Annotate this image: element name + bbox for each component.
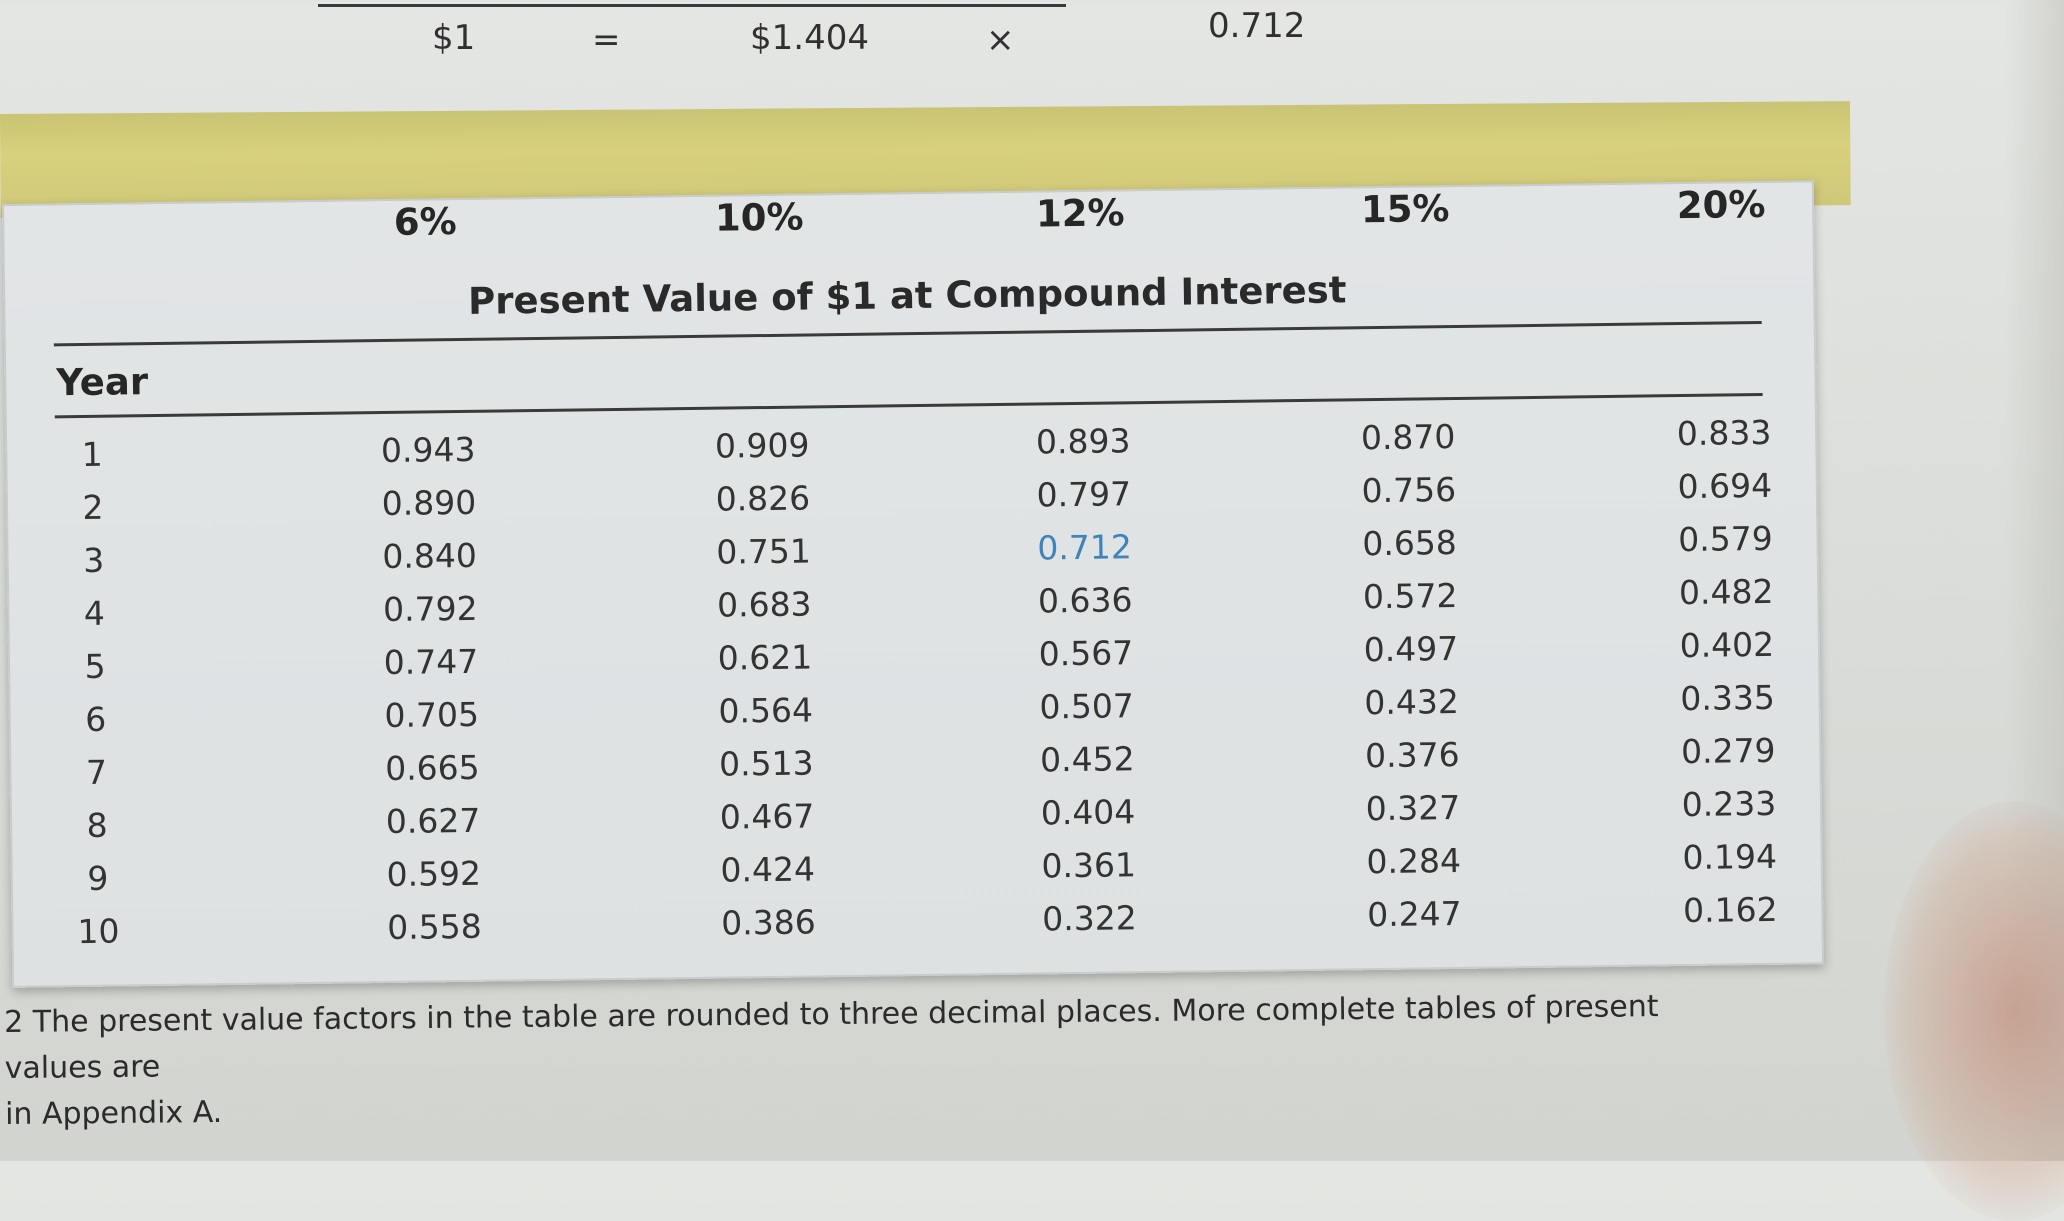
equation-times-sign: × — [986, 20, 1015, 60]
value-cell: 0.361 — [1041, 845, 1137, 886]
header-20-percent: 20% — [1676, 182, 1766, 228]
footnote-line-1: 2 The present value factors in the table… — [4, 989, 1659, 1086]
value-cell: 0.683 — [716, 584, 812, 625]
value-cell: 0.279 — [1680, 730, 1776, 772]
value-cell: 0.564 — [718, 690, 814, 731]
value-cell: 0.636 — [1037, 580, 1133, 621]
year-cell: 6 — [84, 699, 107, 739]
value-cell: 0.665 — [384, 747, 480, 789]
value-cell: 0.558 — [386, 906, 482, 948]
year-cell: 5 — [84, 646, 106, 686]
highlighted-value-cell: 0.712 — [1037, 527, 1133, 568]
year-cell: 3 — [82, 540, 105, 580]
value-cell: 0.404 — [1040, 792, 1136, 833]
equation-line: $1 = $1.404 × 0.712 — [0, 6, 2064, 74]
value-cell: 0.507 — [1039, 686, 1135, 727]
value-cell: 0.247 — [1366, 893, 1462, 935]
equation-equals-sign: = — [592, 20, 621, 60]
value-cell: 0.592 — [386, 853, 482, 895]
value-cell: 0.621 — [717, 637, 813, 678]
year-cell: 7 — [85, 752, 108, 792]
hand-shadow — [1884, 801, 2064, 1221]
header-rule — [54, 392, 1763, 419]
value-cell: 0.943 — [380, 429, 476, 471]
value-cell: 0.424 — [720, 849, 816, 890]
year-cell: 10 — [77, 911, 120, 952]
year-cell: 9 — [87, 858, 109, 898]
value-cell: 0.579 — [1678, 518, 1774, 560]
value-cell: 0.747 — [383, 641, 479, 683]
value-cell: 0.826 — [715, 478, 811, 519]
value-cell: 0.694 — [1677, 465, 1773, 507]
equation-factor: 0.712 — [1208, 6, 1306, 46]
value-cell: 0.792 — [382, 588, 478, 630]
value-cell: 0.870 — [1360, 416, 1456, 458]
equation-future-value: $1.404 — [750, 18, 869, 58]
value-cell: 0.890 — [381, 482, 477, 524]
value-cell: 0.893 — [1035, 421, 1131, 462]
value-cell: 0.751 — [716, 531, 812, 572]
equation-present-value: $1 — [432, 18, 476, 58]
equation-rule — [318, 4, 1066, 7]
value-cell: 0.705 — [384, 694, 480, 736]
value-cell: 0.327 — [1365, 787, 1461, 829]
year-cell: 4 — [83, 593, 106, 633]
value-cell: 0.386 — [720, 902, 816, 943]
header-year: Year — [56, 360, 149, 405]
value-cell: 0.909 — [714, 425, 810, 466]
header-6-percent: 6% — [393, 200, 457, 244]
value-cell: 0.452 — [1039, 739, 1135, 780]
value-cell: 0.756 — [1361, 469, 1457, 511]
year-cell: 8 — [86, 805, 108, 845]
value-cell: 0.840 — [382, 535, 478, 577]
value-cell: 0.335 — [1680, 677, 1776, 719]
header-10-percent: 10% — [714, 195, 804, 240]
value-cell: 0.497 — [1363, 628, 1459, 670]
value-cell: 0.572 — [1362, 575, 1458, 617]
value-cell: 0.194 — [1682, 836, 1778, 878]
value-cell: 0.376 — [1364, 734, 1460, 776]
value-cell: 0.513 — [718, 743, 814, 784]
value-cell: 0.432 — [1364, 681, 1460, 723]
value-cell: 0.627 — [385, 800, 481, 842]
present-value-table: Present Value of $1 at Compound Interest… — [2, 180, 1825, 988]
value-cell: 0.233 — [1681, 783, 1777, 825]
value-cell: 0.402 — [1679, 624, 1775, 666]
value-cell: 0.467 — [719, 796, 815, 837]
value-cell: 0.482 — [1678, 571, 1774, 613]
value-cell: 0.162 — [1682, 889, 1778, 931]
value-cell: 0.658 — [1362, 522, 1458, 564]
header-15-percent: 15% — [1360, 187, 1450, 232]
header-12-percent: 12% — [1035, 191, 1125, 236]
value-cell: 0.567 — [1038, 633, 1134, 674]
year-cell: 1 — [81, 434, 104, 474]
value-cell: 0.797 — [1036, 474, 1132, 515]
table-title: Present Value of $1 at Compound Interest — [467, 268, 1347, 323]
value-cell: 0.322 — [1041, 898, 1137, 939]
value-cell: 0.284 — [1366, 840, 1462, 882]
value-cell: 0.833 — [1676, 412, 1772, 454]
year-cell: 2 — [82, 487, 104, 527]
footnote: 2 The present value factors in the table… — [4, 984, 1705, 1138]
